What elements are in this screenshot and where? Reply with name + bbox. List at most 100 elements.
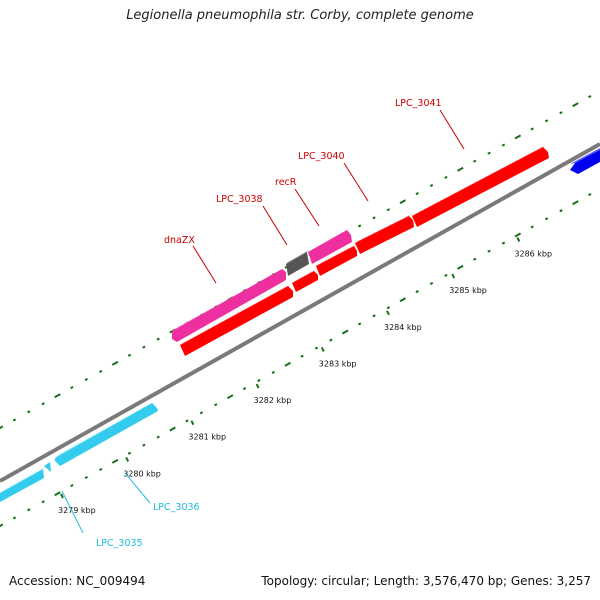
gc-tick — [501, 241, 506, 245]
gene-body[interactable] — [286, 252, 309, 276]
gene-label-LPC-3036: LPC_3036 — [153, 502, 200, 513]
map-title: Legionella pneumophila str. Corby, compl… — [126, 8, 474, 23]
gc-tick — [300, 354, 304, 358]
gc-tick — [127, 353, 132, 357]
gene-top-face — [286, 250, 309, 264]
gene-label-LPC-3041: LPC_3041 — [395, 98, 442, 109]
gc-tick — [98, 467, 103, 471]
gc-tick — [457, 264, 464, 270]
gene-body[interactable] — [172, 269, 286, 342]
accession-text: Accession: NC_009494 — [9, 574, 146, 588]
leader-line — [192, 245, 217, 284]
gc-tick — [530, 127, 534, 131]
leader-line — [294, 188, 320, 227]
gene-LPC-3038[interactable] — [286, 250, 309, 276]
gene-top-face — [570, 148, 600, 164]
gene-red-lower-2[interactable] — [292, 269, 318, 292]
inner-gc-track — [0, 193, 592, 528]
gc-tick — [588, 193, 592, 197]
genome-summary-text: Topology: circular; Length: 3,576,470 bp… — [261, 574, 591, 588]
gc-tick — [199, 411, 204, 415]
gene-LPC-3036[interactable] — [55, 400, 158, 466]
scale-tick-label: 3282 kbp — [254, 396, 292, 405]
gene-top-face — [292, 269, 317, 283]
gene-top-face — [412, 145, 546, 216]
gc-tick — [127, 451, 132, 455]
gc-tick — [399, 199, 406, 205]
gene-recR[interactable] — [308, 228, 352, 264]
backbone-track — [0, 142, 600, 483]
gene-body[interactable] — [0, 469, 44, 502]
gene-dnaZX[interactable] — [172, 267, 286, 342]
gene-LPC-3040[interactable] — [355, 214, 414, 254]
gene-LPC-3035[interactable] — [0, 466, 47, 502]
gc-tick — [444, 175, 448, 179]
gene-body[interactable] — [570, 149, 600, 174]
gc-tick — [572, 200, 579, 206]
leader-line — [124, 472, 151, 504]
gene-top-face — [180, 284, 291, 345]
gc-tick — [386, 306, 391, 310]
leader-line — [439, 109, 465, 150]
gc-tick — [156, 435, 160, 439]
gc-tick — [415, 192, 419, 196]
gc-tick — [372, 314, 376, 318]
scale-tick-mark — [190, 420, 195, 426]
gc-tick — [429, 281, 434, 286]
gene-label-LPC-3040: LPC_3040 — [298, 151, 345, 162]
gc-tick — [142, 345, 146, 349]
gene-red-lower-1[interactable] — [180, 284, 293, 356]
scale-tick-mark — [451, 273, 456, 279]
gc-tick — [242, 387, 247, 391]
gc-tick — [487, 151, 491, 155]
gene-top-face — [55, 400, 157, 458]
gc-tick — [472, 257, 477, 261]
gc-tick — [514, 232, 522, 238]
gc-tick — [341, 329, 349, 335]
gene-red-lower-3[interactable] — [316, 244, 357, 276]
gc-tick — [544, 217, 549, 221]
gc-tick — [472, 159, 477, 163]
gc-tick — [530, 225, 534, 229]
gene-top-face — [308, 228, 350, 252]
gene-body[interactable] — [292, 271, 318, 292]
leader-line — [61, 490, 84, 534]
gene-small-LPC-3035b[interactable] — [44, 462, 51, 472]
scale-tick-mark — [516, 237, 521, 242]
scale-tick-mark — [255, 383, 260, 389]
gene-body[interactable] — [316, 246, 357, 276]
gene-label-LPC-3035: LPC_3035 — [96, 538, 143, 549]
gc-tick — [0, 523, 4, 528]
gc-tick — [156, 337, 160, 341]
gc-tick — [257, 378, 261, 383]
gc-tick — [271, 370, 276, 374]
gc-tick — [226, 394, 234, 400]
gc-tick — [357, 322, 362, 326]
gc-tick — [54, 393, 61, 399]
scale-tick-label: 3281 kbp — [188, 433, 226, 442]
gene-label-recR: recR — [275, 177, 297, 188]
gene-body[interactable] — [412, 147, 549, 227]
gene-body[interactable] — [55, 403, 158, 466]
scale-tick-mark — [60, 493, 64, 499]
gene-body[interactable] — [180, 286, 293, 356]
gene-top-face — [355, 214, 412, 243]
scale-tick-label: 3283 kbp — [319, 359, 357, 368]
scale-track: 3279 kbp 3280 kbp 3281 kbp 3282 kbp 3283 kbp… — [58, 237, 552, 515]
gene-body[interactable] — [308, 230, 352, 264]
gc-tick — [27, 508, 31, 512]
gc-tick — [70, 386, 74, 390]
gc-tick — [41, 402, 45, 406]
gc-tick — [372, 216, 376, 220]
gene-body[interactable] — [355, 216, 414, 254]
gc-tick — [12, 516, 17, 520]
leader-line — [343, 162, 369, 202]
gc-tick — [284, 361, 291, 367]
gc-tick — [559, 209, 563, 213]
gc-tick — [415, 290, 419, 294]
gene-blue-right[interactable] — [570, 148, 600, 174]
gc-tick — [444, 273, 448, 277]
gene-track — [0, 145, 600, 502]
gene-LPC-3041[interactable] — [412, 145, 549, 227]
